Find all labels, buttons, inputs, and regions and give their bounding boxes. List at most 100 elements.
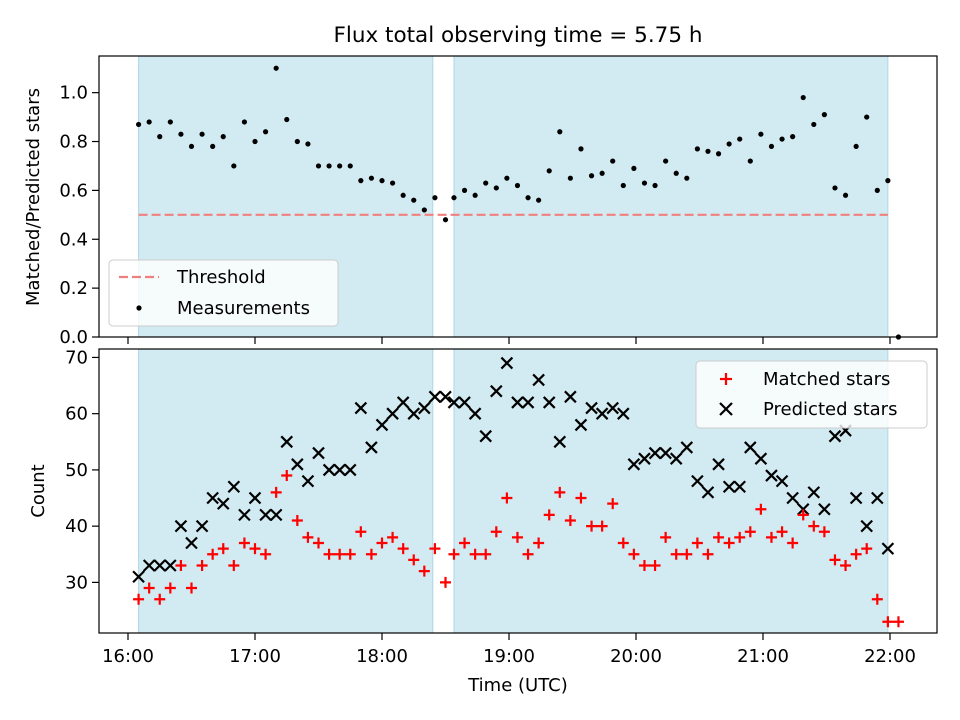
- matched-star-marker: [238, 537, 250, 549]
- matched-star-marker: [691, 537, 703, 549]
- measurement-point: [493, 185, 499, 191]
- predicted-star-marker: [500, 356, 514, 370]
- legend-threshold-label: Threshold: [176, 267, 266, 288]
- measurement-point: [262, 129, 269, 135]
- predicted-star-marker: [418, 401, 431, 415]
- measurement-point: [442, 217, 449, 223]
- x-tick-label: 19:00: [483, 646, 535, 667]
- matched-star-marker: [850, 548, 862, 560]
- predicted-star-marker: [574, 418, 588, 432]
- matched-star-marker: [840, 560, 852, 572]
- measurement-point: [536, 197, 542, 203]
- measurement-point: [631, 165, 637, 171]
- matched-star-marker: [755, 503, 767, 515]
- measurement-point: [737, 136, 743, 142]
- predicted-star-marker: [396, 396, 410, 409]
- bottom-y-axis-label: Count: [28, 464, 49, 517]
- measurement-point: [567, 175, 573, 181]
- predicted-star-marker: [248, 491, 262, 505]
- measurement-point: [241, 119, 248, 125]
- matched-star-marker: [713, 531, 725, 543]
- predicted-star-marker: [354, 401, 368, 415]
- matched-star-marker: [808, 520, 820, 532]
- x-tick-label: 17:00: [229, 646, 281, 667]
- y-tick-label: 0.4: [59, 229, 88, 250]
- measurement-point: [315, 163, 322, 169]
- matched-star-marker: [175, 560, 187, 572]
- y-tick-label: 1.0: [59, 83, 88, 104]
- predicted-star-marker: [185, 536, 198, 550]
- predicted-star-marker: [617, 407, 630, 420]
- matched-star-marker: [744, 526, 756, 538]
- matched-star-marker: [281, 470, 293, 482]
- measurement-point: [400, 192, 406, 198]
- measurement-point: [472, 192, 478, 198]
- predicted-star-marker: [333, 463, 346, 477]
- measurement-point: [337, 163, 343, 169]
- matched-star-marker: [829, 554, 841, 566]
- matched-star-marker: [459, 537, 471, 549]
- matched-star-marker: [429, 543, 441, 555]
- predicted-star-marker: [365, 441, 378, 454]
- predicted-star-marker: [775, 474, 789, 488]
- matched-star-marker: [617, 537, 629, 549]
- matched-star-marker: [564, 515, 576, 527]
- predicted-star-marker: [511, 396, 524, 409]
- measurement-point: [620, 182, 626, 189]
- measurement-point: [885, 178, 891, 184]
- matched-star-marker: [787, 537, 799, 549]
- matched-star-marker: [365, 548, 377, 560]
- matched-star-marker: [260, 548, 272, 560]
- predicted-star-marker: [733, 480, 746, 494]
- predicted-star-marker: [458, 396, 471, 409]
- top-x-ticks: [127, 337, 891, 344]
- predicted-star-marker: [227, 480, 241, 494]
- matched-star-marker: [313, 537, 324, 549]
- predicted-star-marker: [301, 474, 315, 488]
- predicted-star-marker: [638, 452, 651, 465]
- measurement-point: [451, 195, 457, 201]
- predicted-star-marker: [164, 559, 177, 572]
- measurement-point: [231, 163, 237, 169]
- matched-star-marker: [249, 543, 261, 555]
- bottom-panel: 30 40 50 60 70 16:00 17:00 18:00 19:00 20:00 21:0…: [28, 347, 938, 696]
- predicted-star-marker: [238, 508, 251, 522]
- predicted-star-marker: [206, 491, 219, 505]
- matched-star-marker: [217, 543, 229, 555]
- measurement-point: [347, 163, 353, 169]
- top-legend: Threshold Measurements: [108, 259, 339, 327]
- matched-star-marker: [143, 582, 155, 594]
- matched-star-marker: [734, 531, 746, 543]
- legend-matched-swatch: [720, 373, 732, 385]
- bottom-axes-frame: [98, 348, 938, 634]
- measurement-point: [874, 187, 880, 193]
- observing-span: [138, 348, 434, 634]
- predicted-star-marker: [291, 458, 304, 471]
- measurement-point: [483, 180, 489, 186]
- matched-star-marker: [670, 548, 682, 560]
- predicted-star-marker: [722, 480, 736, 494]
- matched-star-marker: [765, 531, 777, 543]
- predicted-star-marker: [828, 429, 842, 443]
- measurement-point: [588, 173, 595, 179]
- measurement-point: [326, 163, 332, 169]
- measurement-point: [768, 143, 775, 150]
- predicted-star-marker: [553, 435, 567, 449]
- matched-star-marker: [355, 526, 367, 538]
- legend-matched-label: Matched stars: [763, 369, 890, 390]
- predicted-star-marker: [142, 559, 156, 572]
- matched-star-marker: [596, 520, 608, 532]
- measurement-point: [864, 114, 870, 120]
- predicted-star-marker: [595, 407, 609, 420]
- predicted-star-marker: [786, 491, 799, 505]
- x-axis-label: Time (UTC): [467, 675, 568, 696]
- measurement-point: [546, 168, 552, 174]
- matched-star-marker: [554, 486, 566, 498]
- measurement-point: [514, 182, 521, 189]
- matched-star-marker: [702, 548, 714, 560]
- matched-star-marker: [344, 548, 356, 560]
- predicted-star-marker: [428, 390, 442, 404]
- predicted-star-marker: [216, 497, 230, 510]
- measurement-point: [578, 146, 584, 152]
- legend-predicted-swatch: [719, 402, 733, 416]
